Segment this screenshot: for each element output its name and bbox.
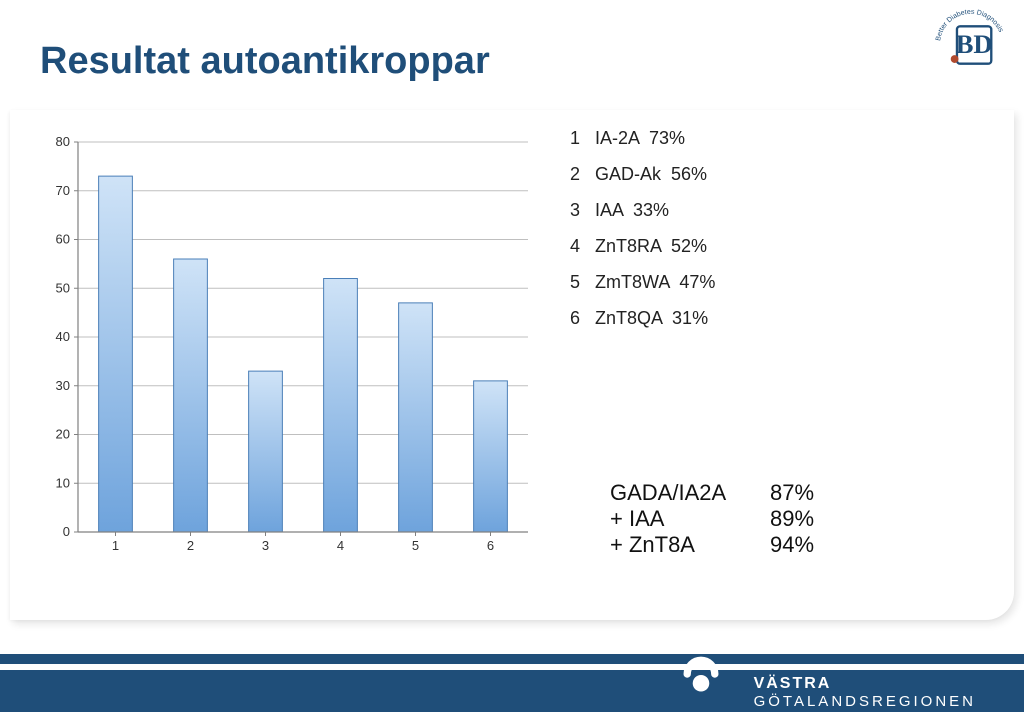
svg-text:10: 10 (56, 475, 70, 490)
svg-text:70: 70 (56, 183, 70, 198)
legend-item: 6 ZnT8QA 31% (570, 300, 715, 336)
bar (99, 176, 133, 532)
legend-item: 1 IA-2A 73% (570, 120, 715, 156)
combo-row: + IAA89% (610, 506, 850, 532)
region-mark-icon (678, 652, 724, 698)
region-logo-text: VÄSTRA GÖTALANDSREGIONEN (754, 675, 976, 710)
bar (249, 371, 283, 532)
svg-text:4: 4 (337, 538, 344, 553)
footer-line2: GÖTALANDSREGIONEN (754, 693, 976, 710)
svg-text:6: 6 (487, 538, 494, 553)
logo-dot-icon (951, 55, 959, 63)
logo-letters: BD (956, 29, 993, 59)
svg-text:5: 5 (412, 538, 419, 553)
svg-text:1: 1 (112, 538, 119, 553)
combo-value: 94% (770, 532, 850, 558)
bd-logo: Better Diabetes Diagnosis BD (932, 6, 1010, 84)
svg-text:20: 20 (56, 427, 70, 442)
combo-label: + IAA (610, 506, 770, 532)
combo-row: + ZnT8A94% (610, 532, 850, 558)
bar (174, 259, 208, 532)
footer-gap (0, 664, 1024, 670)
svg-text:0: 0 (63, 524, 70, 539)
svg-text:40: 40 (56, 329, 70, 344)
slide: Resultat autoantikroppar Better Diabetes… (0, 0, 1024, 712)
svg-text:50: 50 (56, 280, 70, 295)
svg-text:30: 30 (56, 378, 70, 393)
bar (324, 279, 358, 533)
footer-line1: VÄSTRA (754, 675, 976, 693)
combo-label: + ZnT8A (610, 532, 770, 558)
combo-value: 87% (770, 480, 850, 506)
bar (474, 381, 508, 532)
svg-text:80: 80 (56, 134, 70, 149)
legend-item: 3 IAA 33% (570, 192, 715, 228)
legend-list: 1 IA-2A 73%2 GAD-Ak 56%3 IAA 33%4 ZnT8RA… (570, 120, 715, 336)
bar (399, 303, 433, 532)
legend-item: 2 GAD-Ak 56% (570, 156, 715, 192)
combinations-block: GADA/IA2A87%+ IAA89%+ ZnT8A94% (610, 480, 850, 558)
footer-bar: VÄSTRA GÖTALANDSREGIONEN (0, 654, 1024, 712)
bar-chart: 0 10 20 30 40 50 60 70 80 1 2 3 4 5 6 (38, 132, 538, 562)
svg-text:60: 60 (56, 232, 70, 247)
page-title: Resultat autoantikroppar (40, 40, 490, 83)
legend-item: 5 ZmT8WA 47% (570, 264, 715, 300)
content-card: 0 10 20 30 40 50 60 70 80 1 2 3 4 5 6 1 IA-2A 73%2 GAD… (10, 110, 1014, 620)
combo-value: 89% (770, 506, 850, 532)
combo-label: GADA/IA2A (610, 480, 770, 506)
svg-text:2: 2 (187, 538, 194, 553)
svg-text:3: 3 (262, 538, 269, 553)
legend-item: 4 ZnT8RA 52% (570, 228, 715, 264)
combo-row: GADA/IA2A87% (610, 480, 850, 506)
